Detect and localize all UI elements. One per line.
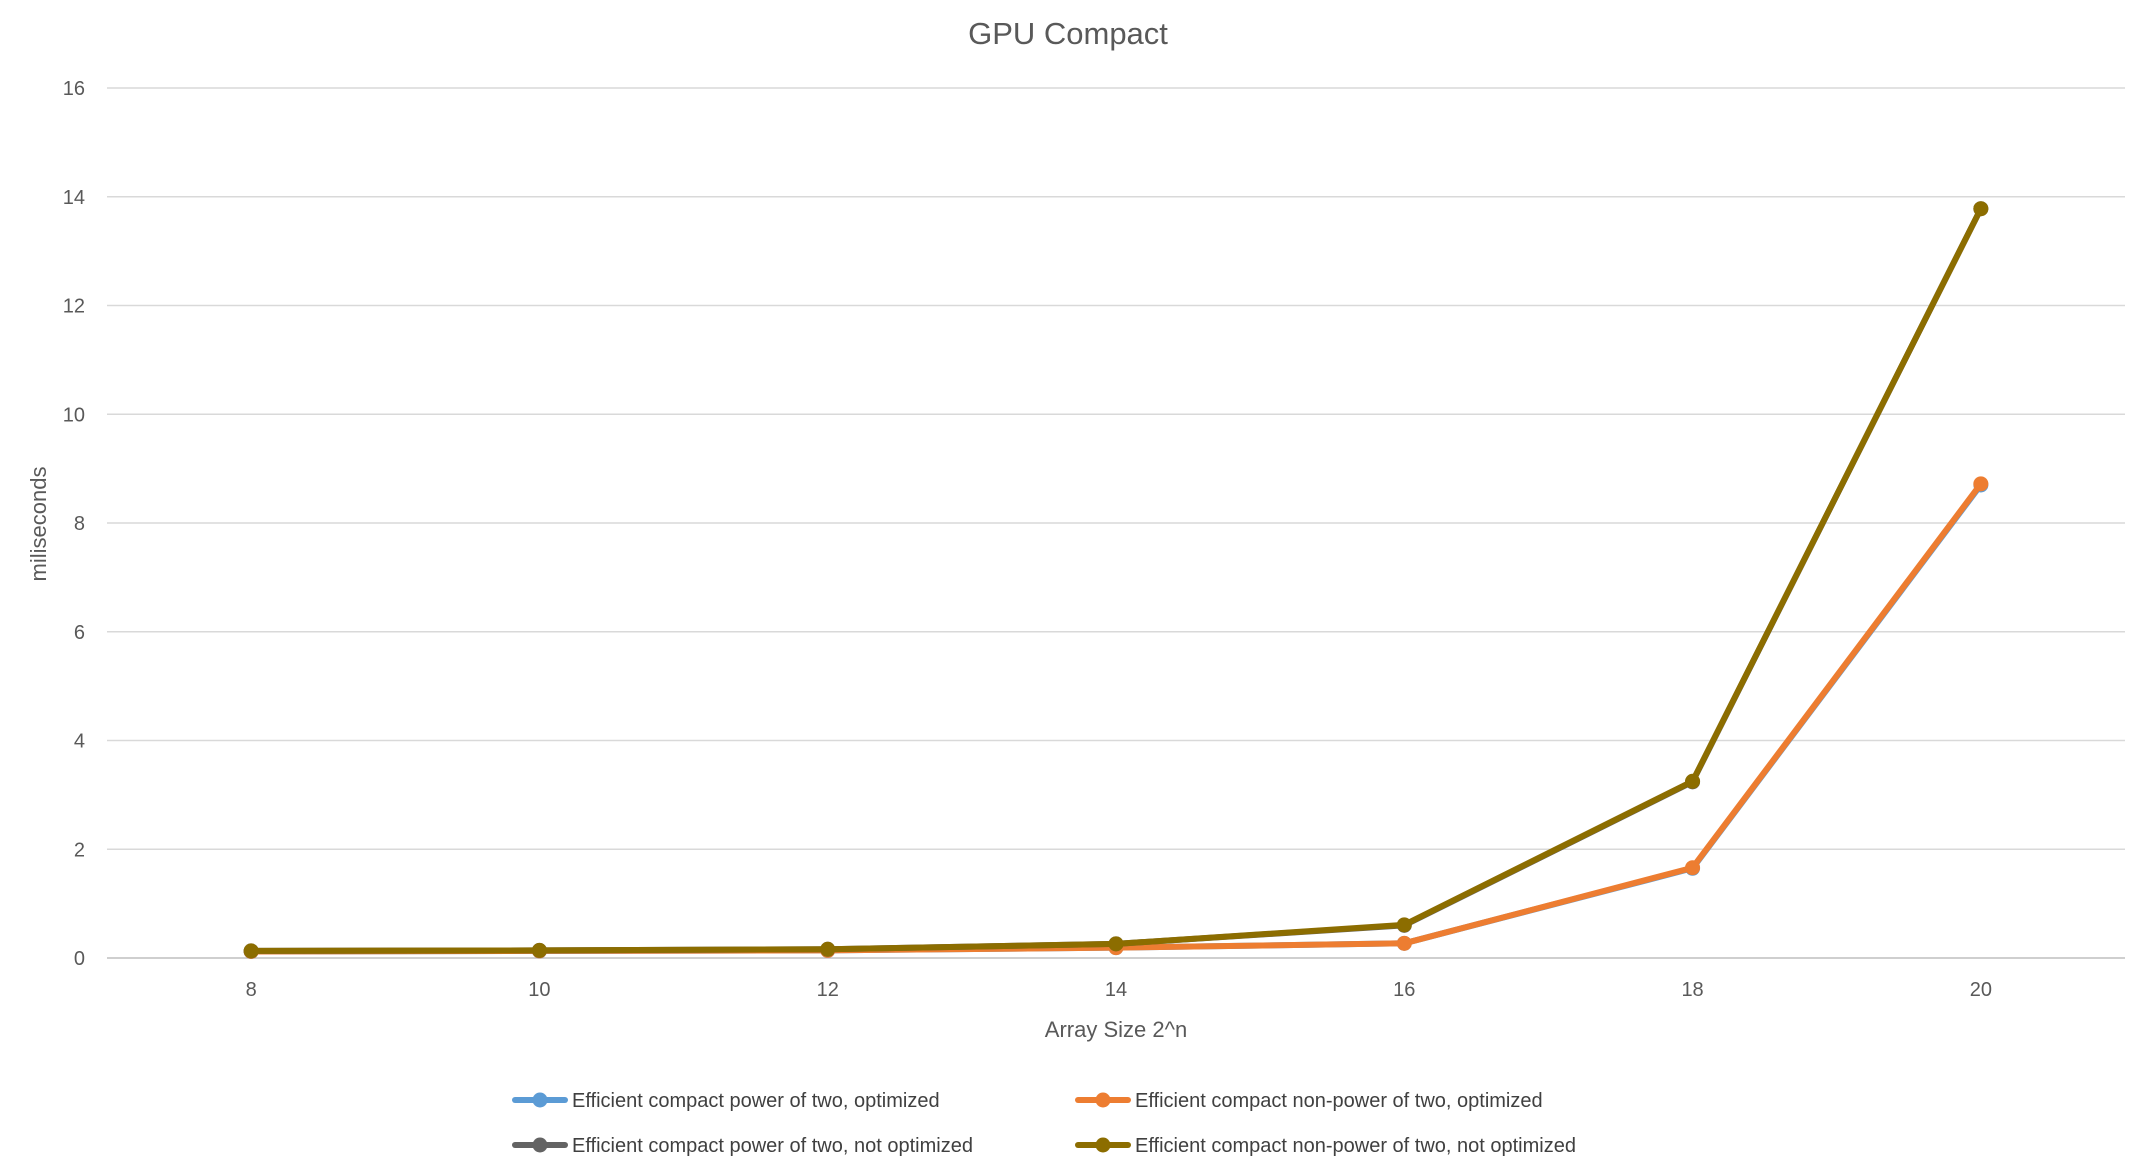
data-point [1396, 917, 1412, 933]
legend-marker [532, 1137, 548, 1153]
legend-item: Efficient compact power of two, not opti… [512, 1135, 973, 1157]
series-3 [243, 201, 1989, 959]
data-point [1973, 476, 1989, 492]
x-axis-title: Array Size 2^n [1045, 1017, 1187, 1042]
series-line [248, 205, 1984, 954]
y-tick-label: 6 [74, 622, 85, 644]
x-tick-label: 16 [1393, 979, 1415, 1001]
x-tick-label: 18 [1681, 979, 1703, 1001]
x-tick-label: 10 [528, 979, 550, 1001]
legend-label: Efficient compact non-power of two, opti… [1135, 1090, 1543, 1112]
data-point [1685, 860, 1701, 876]
series-4 [243, 201, 1989, 959]
gridlines [107, 87, 2125, 959]
y-axis-ticks: 0 2 4 6 8 10 12 14 16 [63, 78, 85, 970]
data-point [1396, 935, 1412, 951]
y-tick-label: 4 [74, 731, 85, 753]
y-tick-label: 16 [63, 78, 85, 100]
y-tick-label: 10 [63, 404, 85, 426]
chart-title: GPU Compact [968, 16, 1168, 51]
series-line [248, 205, 1984, 954]
x-tick-label: 12 [817, 979, 839, 1001]
x-tick-label: 14 [1105, 979, 1127, 1001]
legend: Efficient compact power of two, optimize… [512, 1090, 1576, 1157]
data-point [243, 943, 259, 959]
legend-marker [532, 1092, 548, 1108]
legend-marker [1095, 1137, 1111, 1153]
legend-marker [1095, 1092, 1111, 1108]
y-axis-title: miliseconds [26, 467, 51, 582]
data-point [820, 941, 836, 957]
x-tick-label: 8 [246, 979, 257, 1001]
legend-item: Efficient compact non-power of two, opti… [1075, 1090, 1543, 1112]
series-lines [243, 201, 1989, 959]
legend-label: Efficient compact non-power of two, not … [1135, 1135, 1576, 1157]
legend-label: Efficient compact power of two, not opti… [572, 1135, 973, 1157]
y-tick-label: 2 [74, 839, 85, 861]
legend-item: Efficient compact non-power of two, not … [1075, 1135, 1576, 1157]
legend-item: Efficient compact power of two, optimize… [512, 1090, 940, 1112]
data-point [1685, 773, 1701, 789]
y-tick-label: 0 [74, 948, 85, 970]
x-tick-label: 20 [1970, 979, 1992, 1001]
y-tick-label: 12 [63, 296, 85, 318]
x-axis-ticks: 8 10 12 14 16 18 20 [246, 979, 1992, 1001]
legend-label: Efficient compact power of two, optimize… [572, 1090, 940, 1112]
data-point [1108, 936, 1124, 952]
y-tick-label: 8 [74, 513, 85, 535]
y-tick-label: 14 [63, 187, 85, 209]
data-point [1973, 201, 1989, 217]
data-point [531, 942, 547, 958]
